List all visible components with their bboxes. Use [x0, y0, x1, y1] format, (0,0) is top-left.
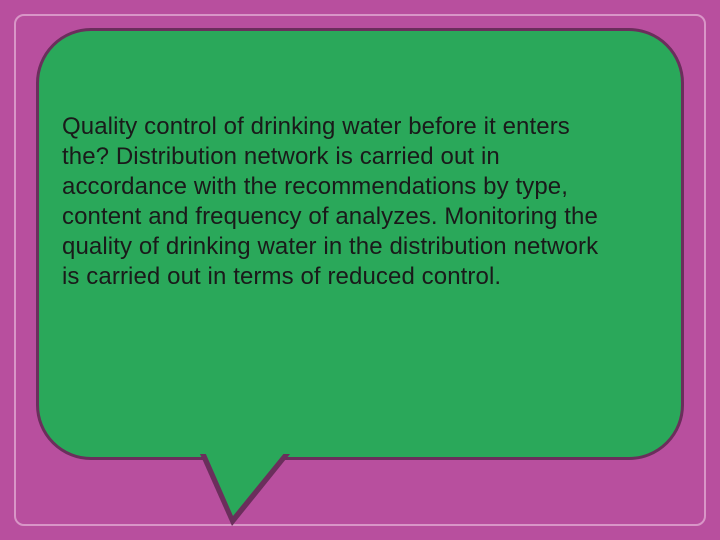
- body-text: Quality control of drinking water before…: [62, 112, 622, 292]
- speech-bubble-tail-fill: [205, 452, 285, 516]
